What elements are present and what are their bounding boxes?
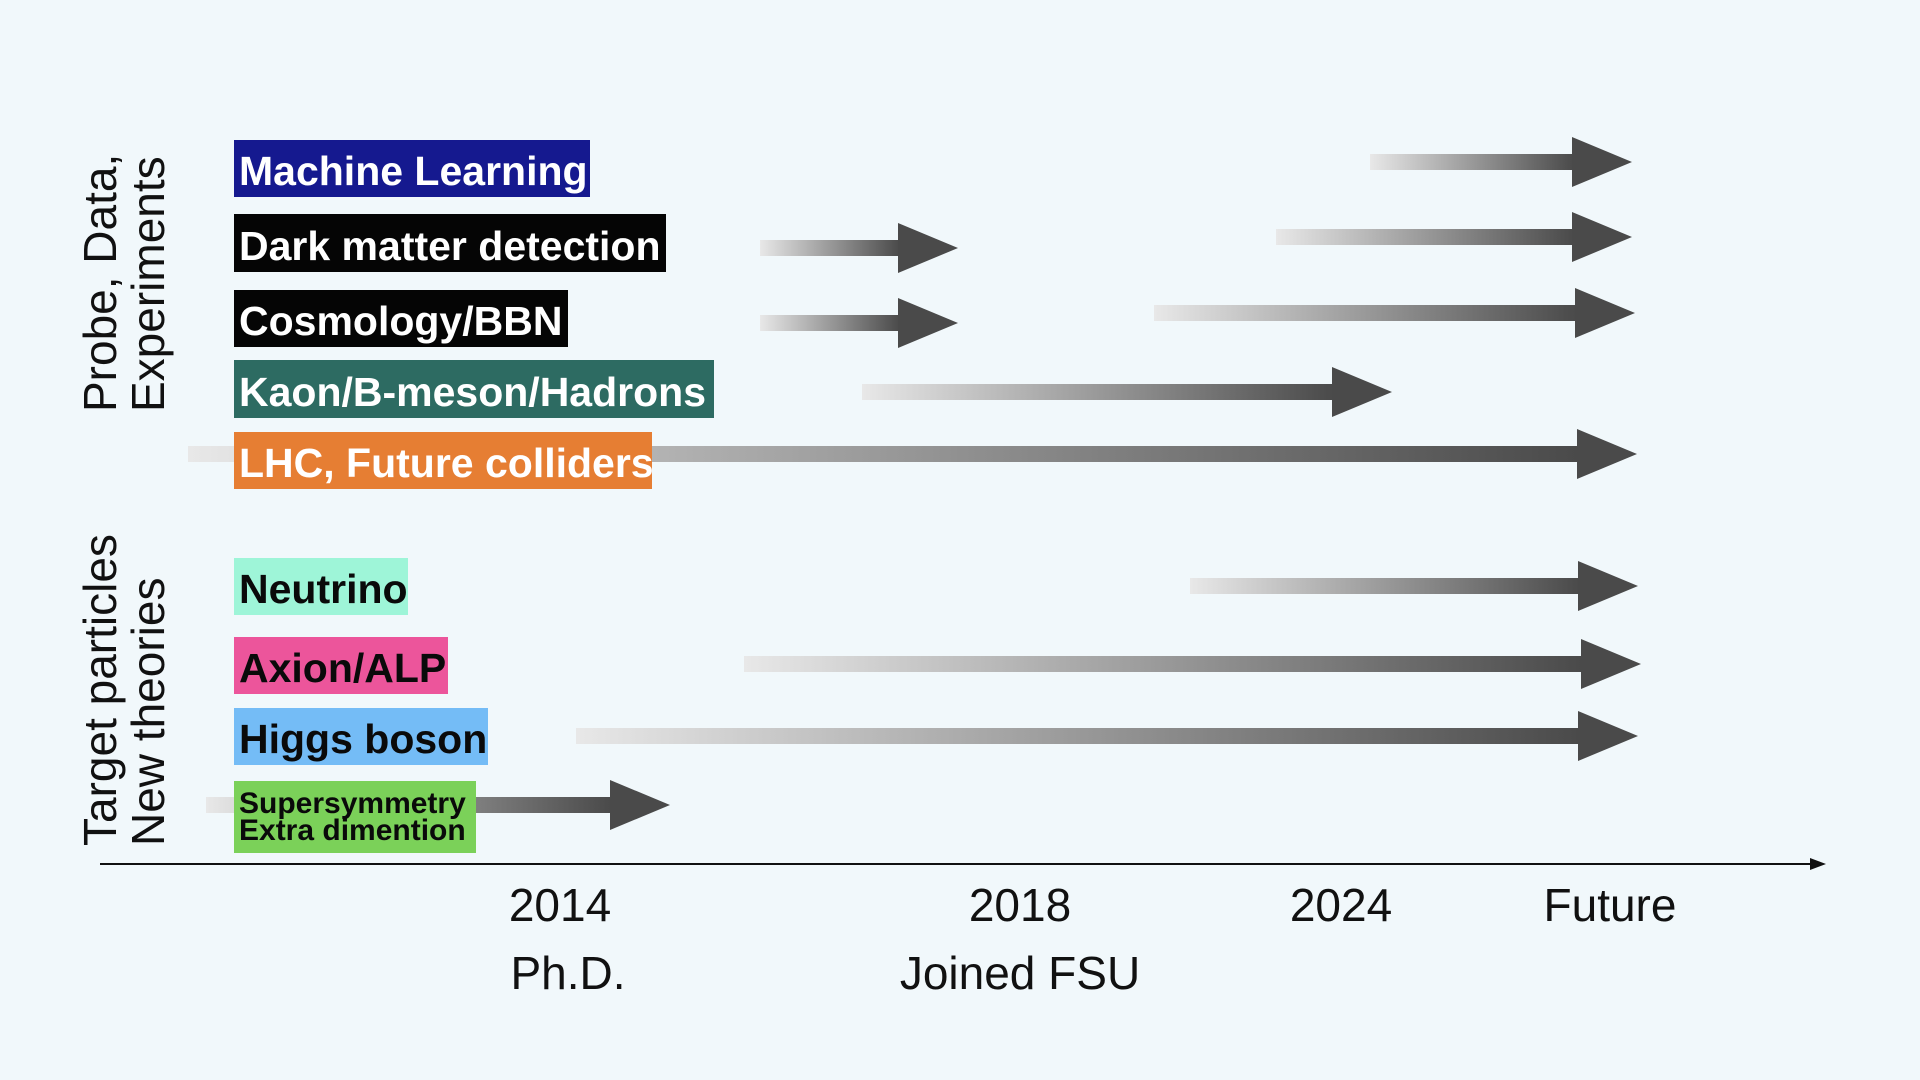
- label-kaon-bmeson-hadrons: Kaon/B-meson/Hadrons: [234, 360, 714, 418]
- arrow-head: [1332, 367, 1392, 417]
- arrow-head: [1581, 639, 1641, 689]
- label-line: Supersymmetry: [239, 787, 466, 820]
- arrow-dark-matter-early: [760, 223, 958, 273]
- category-line: Target particles: [74, 534, 126, 846]
- milestone-joined-fsu: Joined FSU: [899, 947, 1141, 999]
- arrow-head: [1572, 212, 1632, 262]
- category-target-particles: Target particles New theories: [74, 534, 175, 846]
- arrow-neutrino: [1190, 561, 1638, 611]
- label-line: Extra dimention: [239, 814, 466, 847]
- category-line: New theories: [122, 577, 175, 846]
- arrow-shaft: [1276, 229, 1574, 245]
- tick-2018: 2018: [968, 879, 1072, 931]
- arrow-kaon-bmeson: [862, 367, 1392, 417]
- arrow-shaft: [760, 240, 900, 256]
- arrow-cosmology-early: [760, 298, 958, 348]
- arrow-head: [1577, 429, 1637, 479]
- arrow-head: [898, 223, 958, 273]
- arrow-shaft: [744, 656, 1583, 672]
- arrow-head: [1572, 137, 1632, 187]
- label-machine-learning: Machine Learning: [234, 140, 590, 197]
- arrow-cosmology-recent: [1154, 288, 1635, 338]
- arrow-shaft: [862, 384, 1334, 400]
- category-probe-data-experiments: Probe, Data, Experiments: [74, 153, 175, 412]
- tick-2024: 2024: [1289, 879, 1393, 931]
- arrow-axion: [744, 639, 1641, 689]
- category-line: Probe, Data,: [74, 153, 126, 412]
- label-supersymmetry-extra-dimension: Supersymmetry Extra dimention: [234, 781, 476, 853]
- timeline-axis: [100, 858, 1826, 870]
- arrow-head: [610, 780, 670, 830]
- tick-2014: 2014: [508, 879, 612, 931]
- label-cosmology-bbn: Cosmology/BBN: [234, 290, 568, 347]
- milestone-phd: Ph.D.: [510, 947, 626, 999]
- arrow-shaft: [1370, 154, 1574, 170]
- label-dark-matter-detection: Dark matter detection: [234, 214, 666, 272]
- tick-future: Future: [1543, 879, 1677, 931]
- arrow-head: [1578, 711, 1638, 761]
- arrow-head: [1578, 561, 1638, 611]
- arrow-shaft: [1154, 305, 1577, 321]
- category-line: Experiments: [122, 156, 175, 412]
- arrow-head: [898, 298, 958, 348]
- arrow-shaft: [1190, 578, 1580, 594]
- arrow-higgs: [576, 711, 1638, 761]
- arrow-shaft: [760, 315, 900, 331]
- arrow-dark-matter-recent: [1276, 212, 1632, 262]
- arrow-shaft: [576, 728, 1580, 744]
- label-higgs-boson: Higgs boson: [234, 708, 488, 765]
- label-lhc-future-colliders: LHC, Future colliders: [234, 432, 654, 489]
- arrow-machine-learning: [1370, 137, 1632, 187]
- label-axion-alp: Axion/ALP: [234, 637, 448, 694]
- label-neutrino: Neutrino: [234, 558, 408, 615]
- arrow-head: [1575, 288, 1635, 338]
